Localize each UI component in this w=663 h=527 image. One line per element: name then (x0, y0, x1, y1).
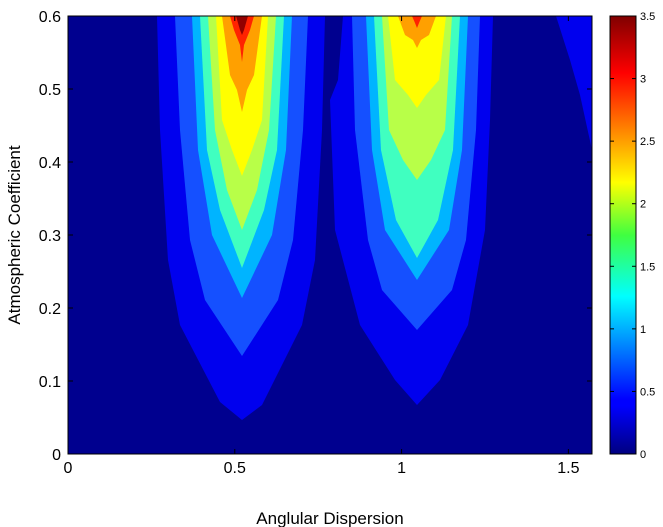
y-tick-label: 0.3 (39, 228, 61, 245)
y-tick-label: 0.1 (39, 374, 61, 391)
x-tick-label: 0 (64, 460, 73, 477)
x-axis-ticks: 0 0.5 1 1.5 (64, 16, 580, 477)
colorbar-tick-label: 1 (640, 324, 646, 336)
contour-band-right-7 (398, 16, 436, 48)
y-tick-label: 0.2 (39, 301, 61, 318)
y-tick-label: 0 (52, 447, 61, 464)
x-axis-label: Anglular Dispersion (256, 509, 403, 527)
contour-band-right-8 (412, 16, 422, 28)
x-tick-label: 0.5 (224, 460, 246, 477)
contour-background (68, 16, 592, 454)
contour-band-left-9 (236, 16, 248, 35)
colorbar-tick-label: 2 (640, 199, 646, 211)
colorbar (609, 15, 637, 455)
contour-fill-area (68, 16, 592, 454)
colorbar-tick-label: 1.5 (640, 261, 655, 273)
colorbar-tick-label: 2.5 (640, 136, 655, 148)
y-axis-ticks: 0 0.1 0.2 0.3 0.4 0.5 0.6 (39, 9, 592, 464)
y-tick-label: 0.4 (39, 155, 61, 172)
y-tick-label: 0.6 (39, 9, 61, 26)
contour-band-left-7 (222, 16, 262, 112)
colorbar-tick-label: 0.5 (640, 386, 655, 398)
colorbar-tick-label: 3.5 (640, 11, 655, 23)
x-tick-label: 1.5 (557, 460, 579, 477)
contour-band-right-6 (388, 16, 446, 108)
x-tick-label: 1 (397, 460, 406, 477)
contour-band-edge-1 (556, 16, 592, 150)
colorbar-tick-label: 3 (640, 74, 646, 86)
contour-band-left-8 (230, 16, 254, 62)
colorbar-tick-label: 0 (640, 449, 646, 461)
y-axis-label: Atmospheric Coefficient (5, 145, 24, 324)
colorbar-ticks: 0 0.5 1 1.5 2 2.5 3 3.5 (610, 11, 655, 461)
y-tick-label: 0.5 (39, 82, 61, 99)
